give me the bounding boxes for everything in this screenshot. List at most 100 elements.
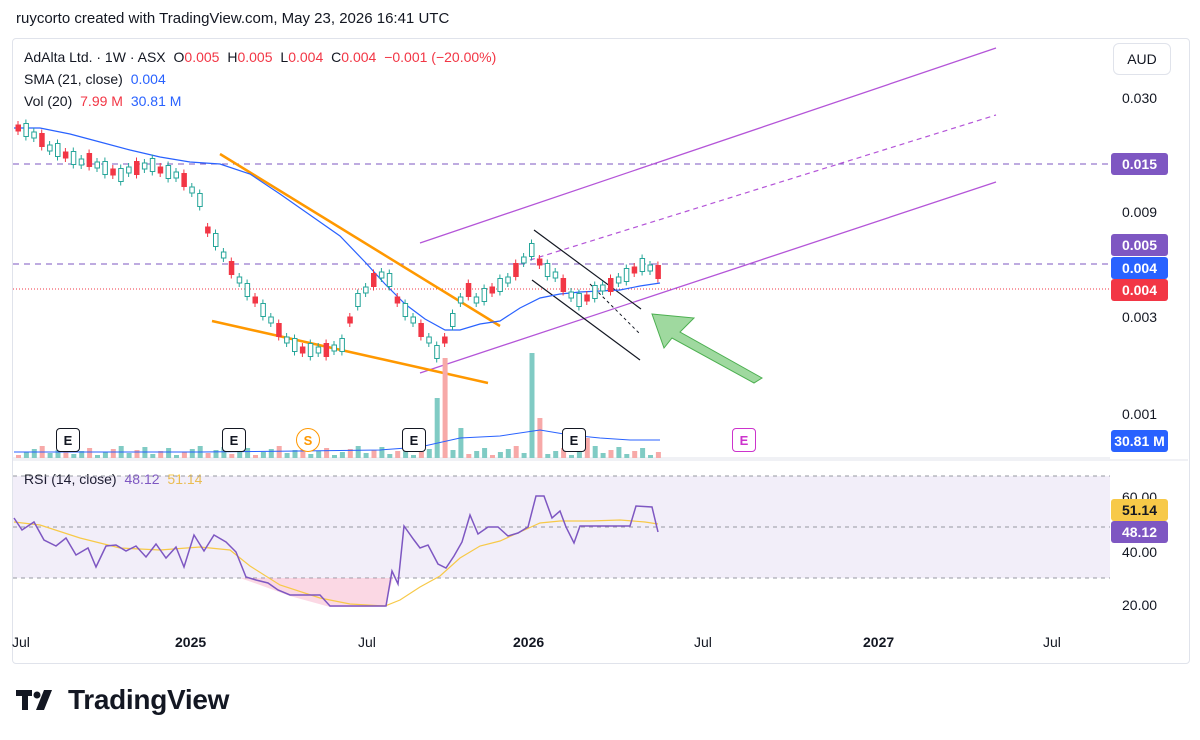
price-axis-label: 0.009 [1122,204,1158,220]
sma-value: 0.004 [130,71,166,87]
split-marker[interactable]: S [296,428,320,452]
candle [465,283,472,297]
volume-bar [237,451,243,458]
volume-ma-line [14,429,660,453]
volume-bar [284,453,290,458]
candle [276,323,282,337]
tradingview-logo[interactable]: TradingView [16,684,229,716]
candle [220,251,227,259]
time-axis-label: Jul [358,634,376,650]
candle [268,316,274,324]
candle [47,144,53,152]
volume-bar [47,453,53,458]
volume-bar [371,450,377,458]
volume-bar [553,451,559,458]
volume-legend[interactable]: Vol (20) 7.99 M 30.81 M [24,92,185,110]
high-value: 0.005 [237,49,273,65]
candle [529,243,535,257]
candle [457,296,464,304]
volume-bar [166,448,172,458]
rsi-tag-signal: 51.14 [1111,499,1168,521]
channel-mid [529,114,997,261]
volume-bar [655,452,661,458]
candle [505,276,511,284]
candle [639,258,646,272]
upcoming-earnings-marker[interactable]: E [732,428,756,452]
low-label: L [280,49,289,65]
volume-bar [134,450,140,458]
volume-bar [608,450,614,458]
candle [450,313,456,327]
green-arrow [651,313,763,384]
volume-bar [450,450,456,458]
candle [102,161,108,175]
currency-button[interactable]: AUD [1113,43,1171,75]
candle [355,293,361,307]
candle [536,258,543,266]
candle [292,338,298,352]
volume-bar [31,449,37,458]
candle [70,151,77,165]
volume-bar [584,438,590,458]
rsi-oversold-fill [240,578,393,607]
volume-bar [174,455,179,458]
volume-bar [339,452,345,458]
candle [418,323,424,337]
volume-bar [624,454,630,458]
symbol-legend[interactable]: AdAlta Ltd. · 1W · ASX O0.005 H0.005 L0.… [24,48,500,66]
volume-bar [189,449,195,458]
symbol-name[interactable]: AdAlta Ltd. · 1W · ASX [24,49,166,65]
flag-upper [533,229,642,310]
candle [315,346,322,354]
candle [631,266,638,274]
volume-bar [545,454,551,458]
candle [481,288,488,302]
time-axis-label: 2025 [175,634,207,650]
price-axis-label: 0.030 [1122,90,1158,106]
sma-legend[interactable]: SMA (21, close) 0.004 [24,70,170,88]
volume-bar [102,452,108,458]
volume-bar [158,451,164,458]
open-value: 0.005 [184,49,220,65]
time-axis-label: 2027 [863,634,895,650]
volume-bar [150,454,156,458]
volume-bar [537,418,543,458]
time-axis-label: 2026 [513,634,545,650]
candle [560,278,567,292]
candle [189,186,195,194]
close-label: C [331,49,342,65]
close-value: 0.004 [341,49,377,65]
candle [371,273,377,287]
rsi-legend[interactable]: RSI (14, close) 48.12 51.14 [24,470,206,488]
candle [410,316,416,324]
candle [402,303,409,317]
rsi-axis-label: 20.00 [1122,597,1158,613]
earnings-marker[interactable]: E [222,428,246,452]
rsi-line [13,495,659,607]
volume-bar [505,449,511,458]
sma-label: SMA (21, close) [24,71,123,87]
candle [94,161,100,169]
volume-bar [379,447,385,458]
candle [584,294,590,302]
rsi-signal-value: 51.14 [167,471,203,487]
earnings-marker[interactable]: E [56,428,80,452]
sma-line [14,127,661,331]
earnings-marker[interactable]: E [562,428,586,452]
channel-bottom [419,181,997,374]
volume-bar [648,455,653,458]
candle [521,256,527,264]
volume-bar [95,455,100,458]
wedge-lower [211,319,489,385]
earnings-marker[interactable]: E [402,428,426,452]
volume-bar [458,428,464,458]
volume-bar [576,452,582,458]
candle [110,168,116,176]
candle [363,286,369,294]
candle [126,166,132,174]
candle [244,283,251,297]
volume-value-ma: 30.81 M [130,93,182,109]
chart-frame[interactable] [12,38,1190,664]
volume-bar [213,450,219,458]
